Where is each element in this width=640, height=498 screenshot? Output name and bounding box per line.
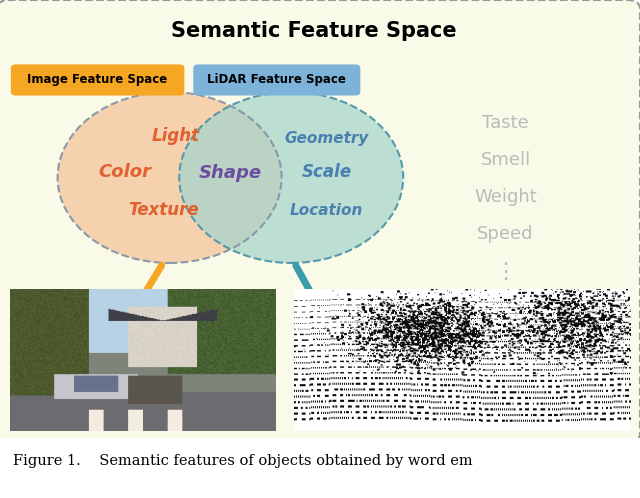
Text: Shape: Shape [199, 164, 262, 182]
Ellipse shape [179, 92, 403, 263]
Text: Figure 1.    Semantic features of objects obtained by word em: Figure 1. Semantic features of objects o… [13, 454, 472, 468]
Text: Location: Location [290, 203, 363, 218]
FancyBboxPatch shape [0, 0, 640, 443]
Text: Color: Color [99, 163, 151, 181]
Text: Semantic Feature Space: Semantic Feature Space [171, 21, 456, 41]
Text: Taste: Taste [482, 114, 529, 131]
Text: ⋮: ⋮ [495, 262, 516, 282]
FancyBboxPatch shape [193, 64, 360, 96]
Text: Light: Light [152, 127, 200, 145]
Text: Smell: Smell [481, 151, 531, 169]
FancyBboxPatch shape [11, 64, 184, 96]
Text: Speed: Speed [477, 226, 534, 244]
Text: Weight: Weight [474, 188, 537, 206]
Text: Texture: Texture [128, 201, 198, 219]
Text: Scale: Scale [301, 163, 351, 181]
Text: Geometry: Geometry [284, 130, 369, 145]
Text: LiDAR Feature Space: LiDAR Feature Space [207, 74, 346, 87]
Ellipse shape [58, 92, 282, 263]
Text: Image Feature Space: Image Feature Space [28, 74, 168, 87]
